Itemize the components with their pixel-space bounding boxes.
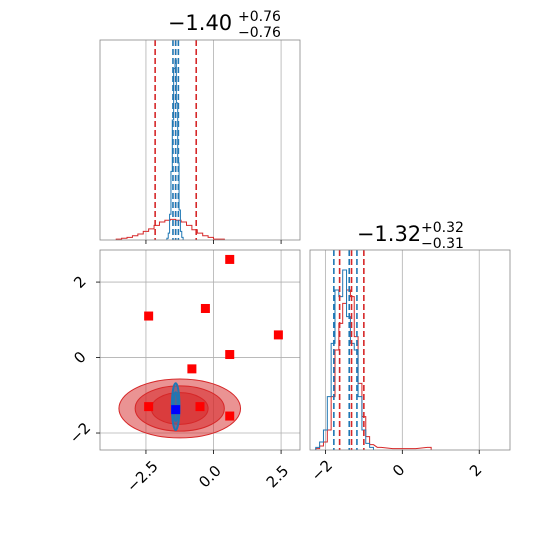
panel-1-ytick-label-1: 0 — [70, 348, 89, 367]
panel-1-marker-5 — [187, 364, 197, 374]
panel-1-marker-2 — [200, 303, 210, 313]
panel-0-title-main: −1.40 — [168, 11, 232, 35]
panel-2-frame — [309, 249, 511, 451]
panel-1-marker-4 — [225, 350, 235, 360]
panel-1-marker-1 — [144, 311, 154, 321]
panel-2-xtick-label-0: −2 — [308, 456, 336, 484]
panel-0-histogram — [99, 39, 301, 244]
panel-2-xtick-label-1: 0 — [389, 461, 408, 480]
panel-0-red-histogram — [115, 218, 225, 240]
panel-1-marker-8 — [195, 402, 205, 412]
panel-2-histogram: −2 0 2 — [308, 249, 511, 485]
panel-0-frame — [99, 39, 301, 241]
panel-1-xtick-label-2: 2.5 — [263, 462, 293, 492]
panel-2-blue-histogram — [315, 269, 374, 450]
panel-1-xtick-label-0: −2.5 — [123, 457, 161, 495]
panel-2-title-sup: +0.32 — [421, 220, 464, 236]
panel-1-2d-contour: −2.5 0.0 2.5 −2 0 2 — [66, 249, 301, 496]
panel-2-title-main: −1.32 — [357, 222, 421, 246]
panel-0-title-sup: +0.76 — [238, 9, 281, 25]
panel-1-marker-3 — [273, 330, 283, 340]
panel-0-title: −1.40 — [168, 11, 232, 35]
panel-0-title-sub: −0.76 — [238, 25, 281, 41]
panel-2-title-sub: −0.31 — [421, 236, 464, 252]
panel-1-marker-6 — [225, 411, 235, 421]
panel-0-blue-histogram — [166, 59, 184, 240]
panel-1-frame — [99, 249, 301, 451]
panel-1-truth-marker — [171, 405, 181, 415]
panel-1-ytick-label-0: −2 — [66, 419, 94, 447]
panel-2-xtick-label-2: 2 — [466, 461, 485, 480]
panel-1-marker-0 — [225, 254, 235, 264]
panel-1-xtick-label-1: 0.0 — [195, 462, 225, 492]
panel-2-title: −1.32 — [357, 222, 421, 246]
panel-1-ytick-label-2: 2 — [70, 272, 89, 291]
panel-1-marker-7 — [144, 402, 154, 412]
